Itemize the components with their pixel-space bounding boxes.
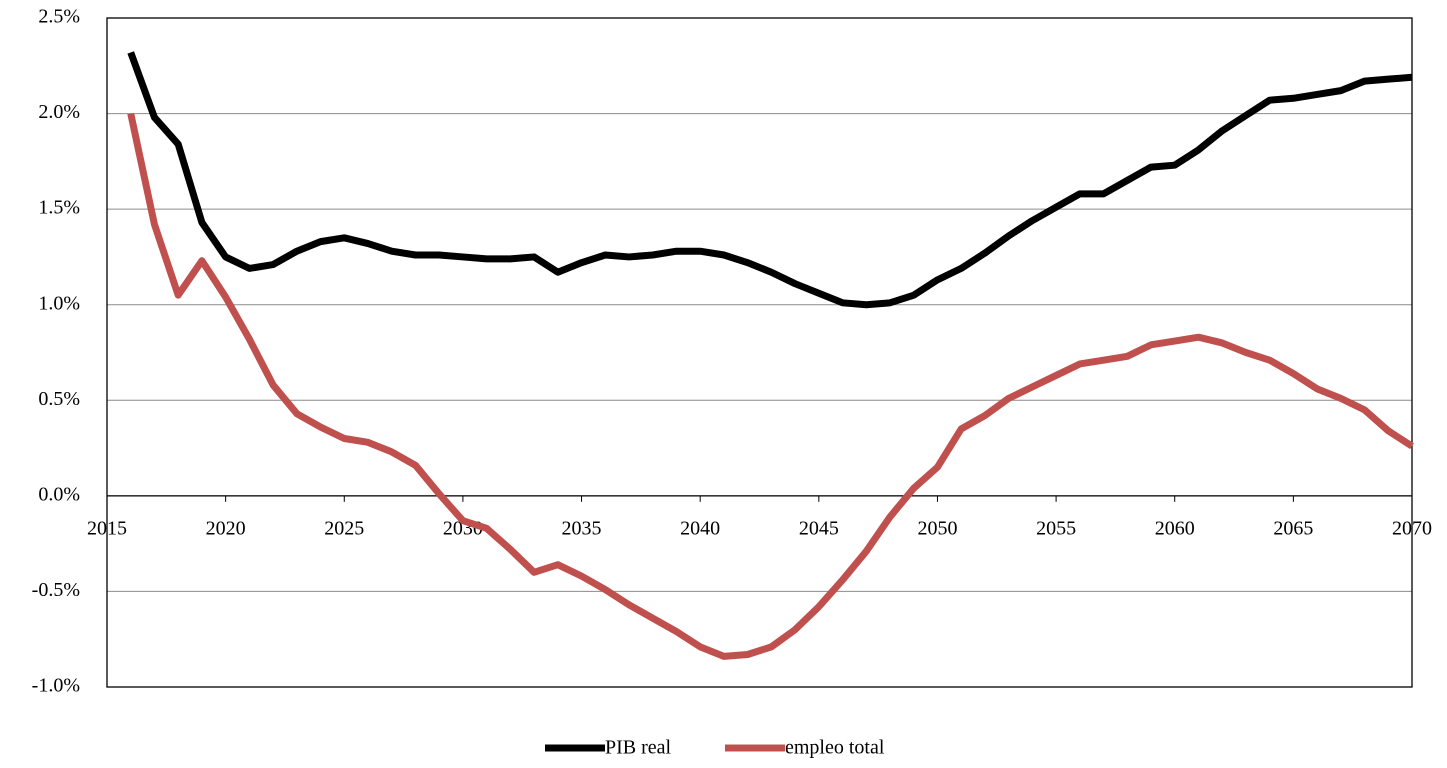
y-tick-label: 1.5% bbox=[38, 197, 80, 219]
y-tick-label: 2.5% bbox=[38, 6, 80, 28]
x-tick-label: 2020 bbox=[206, 517, 246, 539]
x-tick-label: 2070 bbox=[1392, 517, 1432, 539]
x-tick-label: 2040 bbox=[680, 517, 720, 539]
x-tick-label: 2050 bbox=[917, 517, 957, 539]
y-tick-label: 2.0% bbox=[38, 101, 80, 123]
series-line bbox=[127, 51, 1413, 309]
y-tick-label: 1.0% bbox=[38, 292, 80, 314]
y-tick-label: 0.5% bbox=[38, 388, 80, 410]
x-tick-label: 2065 bbox=[1273, 517, 1313, 539]
x-tick-label: 2035 bbox=[562, 517, 602, 539]
x-tick-label: 2060 bbox=[1155, 517, 1195, 539]
y-tick-label: -1.0% bbox=[32, 675, 80, 697]
x-tick-label: 2045 bbox=[799, 517, 839, 539]
series-line bbox=[127, 112, 1414, 660]
x-tick-label: 2015 bbox=[87, 517, 127, 539]
x-tick-label: 2025 bbox=[324, 517, 364, 539]
x-tick-label: 2055 bbox=[1036, 517, 1076, 539]
legend-label: PIB real bbox=[605, 737, 672, 759]
y-tick-label: -0.5% bbox=[32, 579, 80, 601]
y-tick-label: 0.0% bbox=[38, 483, 80, 505]
plot-border bbox=[106, 17, 1413, 688]
legend-label: empleo total bbox=[785, 737, 885, 759]
